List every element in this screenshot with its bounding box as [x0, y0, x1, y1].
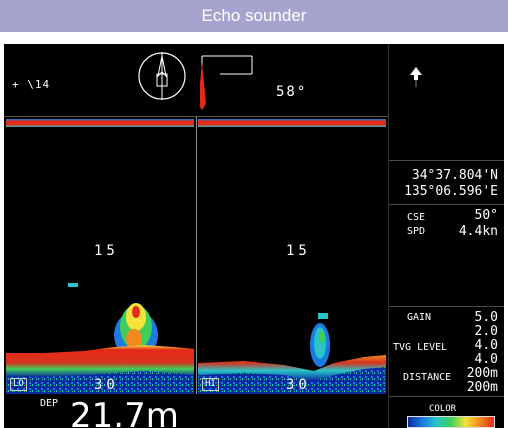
status-bar: + \14 58° R 30m T 90° [4, 44, 388, 116]
depth-marker-left-bottom: 30 [94, 377, 119, 393]
low-frequency-label: LO [10, 378, 27, 391]
tvg-hi-value: 4.0 [474, 352, 498, 367]
sidebar-divider [389, 160, 504, 161]
tvg-level-label: TVG LEVEL [393, 342, 448, 353]
sidebar-divider [389, 396, 504, 397]
title-banner: Echo sounder [0, 0, 508, 32]
transducer-beam-icon [200, 55, 253, 110]
depth-bar: DEP 21.7m [4, 394, 388, 428]
course-value: 50° [474, 208, 498, 223]
speed-label: SPD [407, 226, 426, 237]
range-readout: R 30m [316, 56, 373, 72]
surface-echo-left [6, 119, 194, 127]
depth-label: DEP [40, 398, 59, 409]
tilt-readout: T 90° [316, 74, 365, 90]
gain-hi-value: 2.0 [474, 324, 498, 339]
gain-lo-value: 5.0 [474, 310, 498, 325]
color-scale-label: COLOR [429, 404, 457, 414]
course-label: CSE [407, 212, 426, 223]
north-up-icon [410, 67, 422, 87]
speed-value: 4.4kn [458, 224, 498, 239]
depth-marker-right-mid: 15 [286, 243, 311, 259]
tilt-label: T [316, 74, 327, 90]
sidebar-divider [389, 306, 504, 307]
gain-label: GAIN [407, 312, 432, 323]
split-divider [196, 117, 197, 395]
heading-readout: + \14 [12, 78, 51, 91]
range-value: 30m [340, 56, 374, 72]
distance-label: DISTANCE [403, 372, 452, 383]
depth-marker-left-mid: 15 [94, 243, 119, 259]
longitude: 135°06.596'E [404, 184, 498, 199]
info-sidebar: 34°37.804'N 135°06.596'E CSE 50° SPD 4.4… [388, 44, 504, 428]
surface-echo-right [198, 119, 386, 127]
depth-marker-right-bottom: 30 [286, 377, 311, 393]
echogram: 15 15 30 30 LO HI [4, 116, 388, 395]
range-label: R [316, 56, 329, 72]
distance-lo-value: 200m [466, 366, 498, 381]
distance-hi-value: 200m [466, 380, 498, 395]
depth-value: 21.7m [70, 396, 179, 428]
color-scale-bar [407, 416, 495, 428]
sidebar-divider [389, 204, 504, 205]
tilt-value: 90° [338, 74, 366, 90]
compass-icon [138, 52, 186, 100]
echogram-canvas [6, 119, 386, 395]
sounder-display: + \14 58° R 30m T 90° [4, 44, 504, 428]
high-frequency-label: HI [202, 378, 219, 391]
angle-value: 58° [276, 84, 308, 100]
latitude: 34°37.804'N [411, 168, 498, 183]
tvg-lo-value: 4.0 [474, 338, 498, 353]
banner-title: Echo sounder [201, 6, 307, 25]
fish-school-right [310, 313, 330, 367]
